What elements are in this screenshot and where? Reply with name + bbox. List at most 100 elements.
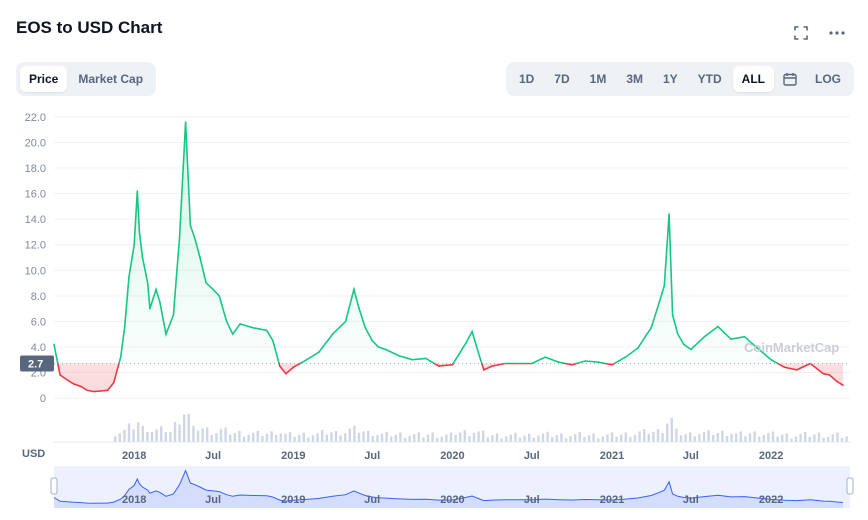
calendar-icon[interactable] xyxy=(776,66,804,92)
price-point xyxy=(106,389,109,392)
volume-bar xyxy=(638,431,641,442)
volume-bar xyxy=(652,431,655,442)
range-ytd-button[interactable]: YTD xyxy=(697,72,722,86)
volume-bar xyxy=(371,436,374,442)
price-point xyxy=(677,333,679,335)
price-point xyxy=(123,326,126,329)
price-point xyxy=(133,243,136,246)
price-point xyxy=(155,288,157,291)
volume-bar xyxy=(500,438,503,442)
volume-bar xyxy=(238,430,241,442)
volume-bar xyxy=(169,431,172,442)
price-point xyxy=(239,323,241,325)
volume-bar xyxy=(615,436,618,442)
price-point xyxy=(371,339,374,342)
price-point xyxy=(471,330,473,333)
volume-bar xyxy=(744,436,747,442)
navigator-handle-right[interactable] xyxy=(846,477,854,495)
volume-bar xyxy=(146,432,149,442)
price-point xyxy=(184,121,187,123)
fullscreen-icon[interactable] xyxy=(792,24,810,42)
x-tick-label: 2022 xyxy=(759,450,783,462)
volume-bar xyxy=(491,435,494,442)
price-point xyxy=(828,374,831,376)
volume-bar xyxy=(620,434,623,442)
volume-bar xyxy=(206,427,209,442)
volume-bar xyxy=(505,436,508,442)
volume-bar xyxy=(555,434,558,442)
price-point xyxy=(265,329,268,332)
tab-price[interactable]: Price xyxy=(20,66,68,92)
volume-bar xyxy=(164,432,167,442)
volume-bar xyxy=(302,432,305,442)
price-point xyxy=(93,390,95,393)
price-point xyxy=(189,224,192,227)
volume-bar xyxy=(725,435,729,442)
area-above-reference xyxy=(54,122,811,364)
volume-bar xyxy=(569,436,572,442)
navigator-handle-left[interactable] xyxy=(50,477,58,495)
volume-bar xyxy=(362,431,365,442)
price-point xyxy=(178,237,181,240)
range-navigator: 2018 Jul 2019 Jul 2020 Jul 2021 Jul 2022 xyxy=(50,466,854,508)
price-point xyxy=(225,320,228,323)
log-scale-button[interactable]: LOG xyxy=(815,72,841,86)
volume-bar xyxy=(822,437,825,442)
volume-bar xyxy=(127,423,131,442)
price-point xyxy=(491,365,493,367)
volume-bar xyxy=(684,434,687,442)
range-3m-button[interactable]: 3M xyxy=(626,72,643,86)
range-7d-button[interactable]: 7D xyxy=(554,72,570,86)
x-tick-label: Jul xyxy=(683,450,699,462)
price-point xyxy=(530,362,533,365)
price-point xyxy=(822,372,825,375)
volume-bar xyxy=(201,428,204,442)
volume-bar xyxy=(509,434,512,442)
volume-bar xyxy=(357,432,361,442)
volume-bar xyxy=(643,429,646,442)
volume-bar xyxy=(836,432,839,442)
tab-market-cap[interactable]: Market Cap xyxy=(78,72,144,86)
volume-bar xyxy=(353,425,356,442)
price-point xyxy=(611,363,613,366)
volume-bar xyxy=(583,437,586,442)
volume-bar xyxy=(560,433,563,442)
range-1m-button[interactable]: 1M xyxy=(589,72,607,86)
volume-bar xyxy=(840,437,844,442)
volume-bars xyxy=(54,413,850,443)
more-icon[interactable] xyxy=(828,24,846,42)
range-selector: 1D 7D 1M 3M 1Y YTD ALL LOG xyxy=(505,62,854,96)
range-all-button[interactable]: ALL xyxy=(732,66,774,92)
volume-bar xyxy=(532,437,535,442)
volume-bar xyxy=(518,437,522,442)
price-point xyxy=(411,358,414,361)
x-tick-label: 2018 xyxy=(122,450,146,462)
x-tick-label: 2020 xyxy=(440,450,464,462)
price-point xyxy=(438,365,440,367)
volume-bar xyxy=(334,430,338,442)
volume-bar xyxy=(537,435,540,442)
volume-bar xyxy=(767,432,770,442)
volume-bar xyxy=(242,436,246,442)
volume-bar xyxy=(233,433,236,442)
price-point xyxy=(842,384,844,387)
volume-bar xyxy=(150,431,154,442)
price-point xyxy=(756,347,759,349)
volume-bar xyxy=(330,432,333,442)
range-1y-button[interactable]: 1Y xyxy=(662,72,678,86)
x-tick-label: 2019 xyxy=(281,450,305,462)
volume-bar xyxy=(440,436,443,442)
range-1d-button[interactable]: 1D xyxy=(518,72,535,86)
price-point xyxy=(159,301,161,304)
price-point xyxy=(138,231,141,233)
volume-bar xyxy=(753,431,756,442)
volume-bar xyxy=(293,436,296,442)
price-point xyxy=(128,275,130,278)
price-marketcap-toggle: Price Market Cap xyxy=(16,62,157,96)
price-point xyxy=(218,295,221,297)
y-tick-label: 18.0 xyxy=(25,163,46,175)
volume-bar xyxy=(344,433,347,442)
volume-bar xyxy=(215,433,218,442)
price-point xyxy=(205,282,207,284)
